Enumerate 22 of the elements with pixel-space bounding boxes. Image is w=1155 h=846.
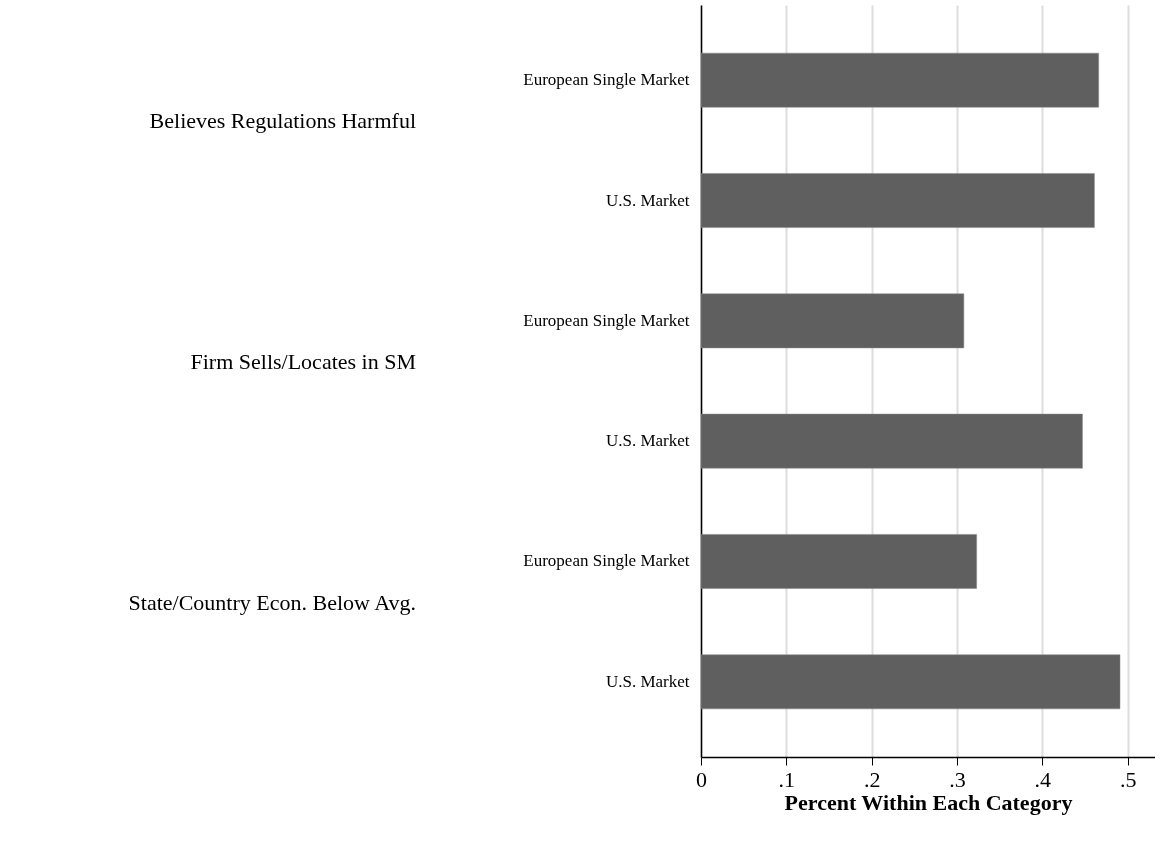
x-axis-title: Percent Within Each Category bbox=[784, 789, 1073, 815]
y-tick-label: U.S. Market bbox=[605, 190, 690, 210]
x-tick-label: .3 bbox=[949, 766, 966, 792]
x-tick-label: .2 bbox=[863, 766, 881, 792]
bar bbox=[700, 52, 1099, 108]
y-tick-label: U.S. Market bbox=[605, 671, 690, 691]
text: Firm Sells/Locates in SM bbox=[190, 348, 416, 374]
y-tick-label: European Single Market bbox=[523, 310, 690, 330]
x-tick-label: .4 bbox=[1034, 766, 1052, 792]
x-tick-label: 0 bbox=[696, 766, 707, 792]
y-tick-label: U.S. Market bbox=[605, 431, 690, 451]
y-tick-label: European Single Market bbox=[523, 70, 690, 90]
bar bbox=[700, 413, 1083, 469]
x-tick-label: .1 bbox=[778, 766, 796, 792]
y-tick-label: European Single Market bbox=[523, 551, 690, 571]
bar bbox=[700, 293, 965, 349]
bar bbox=[700, 173, 1095, 228]
text: State/Country Econ. Below Avg. bbox=[128, 589, 416, 615]
bar bbox=[700, 534, 977, 589]
x-tick-label: .5 bbox=[1119, 766, 1137, 792]
bar bbox=[700, 654, 1121, 710]
text: Believes Regulations Harmful bbox=[149, 108, 416, 134]
